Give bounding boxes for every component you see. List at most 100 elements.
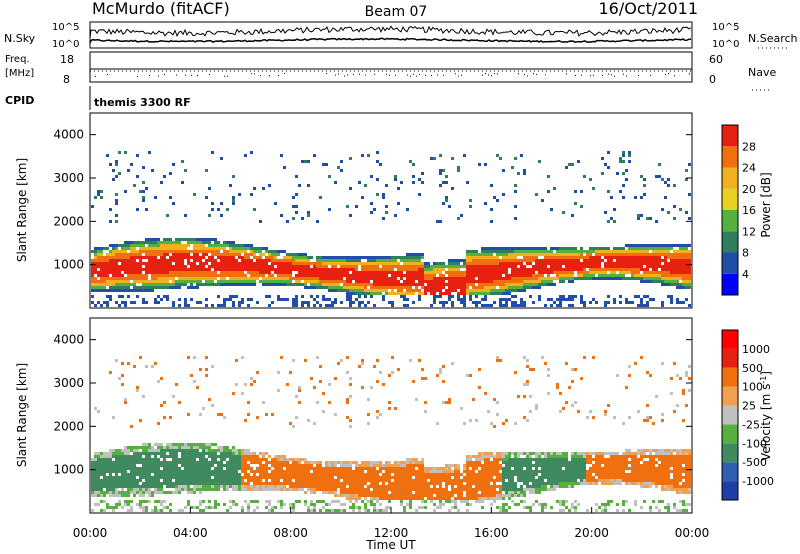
heatmap-cell: [412, 473, 415, 476]
heatmap-cell: [457, 292, 460, 295]
heatmap-cell: [175, 283, 178, 286]
heatmap-cell: [217, 503, 220, 506]
heatmap-cell: [202, 238, 205, 241]
nave-point: [416, 75, 417, 77]
heatmap-cell: [307, 211, 310, 214]
heatmap-cell: [112, 467, 115, 470]
heatmap-cell: [169, 464, 172, 467]
heatmap-cell: [541, 280, 544, 283]
nave-point: [590, 75, 591, 77]
heatmap-cell: [571, 277, 574, 280]
heatmap-cell: [127, 458, 130, 461]
heatmap-cell: [91, 485, 94, 488]
heatmap-cell: [280, 458, 283, 461]
heatmap-cell: [406, 274, 409, 277]
heatmap-cell: [193, 271, 196, 274]
heatmap-cell: [277, 500, 280, 503]
heatmap-cell: [226, 208, 229, 211]
heatmap-cell: [379, 464, 382, 467]
heatmap-cell: [328, 289, 331, 292]
heatmap-cell: [148, 256, 151, 259]
colorbar-tick-label: 16: [742, 204, 756, 217]
heatmap-cell: [115, 277, 118, 280]
heatmap-cell: [154, 238, 157, 241]
heatmap-cell: [232, 301, 235, 304]
heatmap-cell: [373, 277, 376, 280]
heatmap-cell: [319, 470, 322, 473]
heatmap-cell: [535, 256, 538, 259]
heatmap-cell: [646, 304, 649, 307]
heatmap-cell: [613, 298, 616, 301]
heatmap-cell: [568, 259, 571, 262]
heatmap-cell: [202, 265, 205, 268]
heatmap-cell: [628, 160, 631, 163]
heatmap-cell: [652, 247, 655, 250]
heatmap-cell: [244, 473, 247, 476]
heatmap-cell: [490, 304, 493, 307]
heatmap-cell: [154, 268, 157, 271]
heatmap-cell: [133, 268, 136, 271]
heatmap-cell: [157, 452, 160, 455]
heatmap-cell: [439, 265, 442, 268]
heatmap-cell: [349, 298, 352, 301]
heatmap-cell: [391, 304, 394, 307]
heatmap-cell: [358, 304, 361, 307]
heatmap-cell: [190, 286, 193, 289]
heatmap-cell: [136, 262, 139, 265]
heatmap-cell: [304, 301, 307, 304]
heatmap-cell: [274, 277, 277, 280]
heatmap-cell: [127, 289, 130, 292]
heatmap-cell: [229, 455, 232, 458]
heatmap-cell: [316, 277, 319, 280]
heatmap-cell: [511, 262, 514, 265]
heatmap-cell: [118, 452, 121, 455]
heatmap-cell: [352, 268, 355, 271]
heatmap-cell: [520, 154, 523, 157]
heatmap-cell: [265, 473, 268, 476]
heatmap-cell: [313, 268, 316, 271]
heatmap-cell: [181, 461, 184, 464]
heatmap-cell: [205, 268, 208, 271]
heatmap-cell: [364, 271, 367, 274]
heatmap-cell: [316, 470, 319, 473]
heatmap-cell: [349, 292, 352, 295]
heatmap-cell: [250, 476, 253, 479]
heatmap-cell: [385, 473, 388, 476]
heatmap-cell: [103, 286, 106, 289]
heatmap-cell: [163, 467, 166, 470]
heatmap-cell: [649, 265, 652, 268]
heatmap-cell: [577, 277, 580, 280]
heatmap-cell: [688, 268, 691, 271]
heatmap-cell: [298, 256, 301, 259]
heatmap-cell: [181, 443, 184, 446]
heatmap-cell: [514, 295, 517, 298]
heatmap-cell: [118, 449, 121, 452]
heatmap-cell: [229, 265, 232, 268]
heatmap-cell: [241, 452, 244, 455]
heatmap-cell: [283, 298, 286, 301]
heatmap-cell: [685, 283, 688, 286]
heatmap-cell: [616, 250, 619, 253]
heatmap-cell: [355, 506, 358, 509]
heatmap-cell: [295, 274, 298, 277]
heatmap-cell: [220, 274, 223, 277]
heatmap-cell: [391, 286, 394, 289]
heatmap-cell: [373, 488, 376, 491]
heatmap-cell: [334, 283, 337, 286]
heatmap-cell: [451, 262, 454, 265]
heatmap-cell: [601, 157, 604, 160]
heatmap-cell: [208, 482, 211, 485]
heatmap-cell: [175, 482, 178, 485]
heatmap-cell: [199, 274, 202, 277]
heatmap-cell: [244, 280, 247, 283]
heatmap-cell: [238, 247, 241, 250]
heatmap-cell: [574, 277, 577, 280]
heatmap-cell: [223, 247, 226, 250]
colorbar-tick-label: 4: [742, 268, 749, 281]
heatmap-cell: [550, 247, 553, 250]
heatmap-cell: [265, 476, 268, 479]
heatmap-cell: [130, 163, 133, 166]
heatmap-cell: [667, 277, 670, 280]
heatmap-cell: [235, 359, 238, 362]
heatmap-cell: [373, 503, 376, 506]
